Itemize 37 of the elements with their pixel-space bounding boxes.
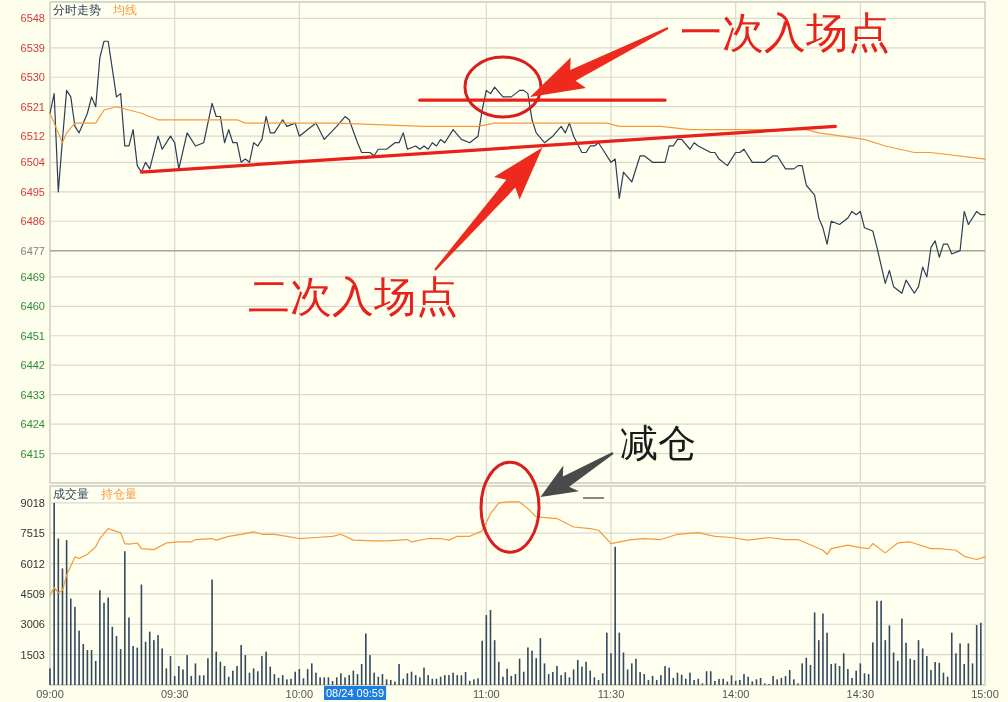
annotation: 减仓 (620, 422, 696, 464)
y-tick-label: 6486 (20, 215, 45, 228)
x-tick-label: 11:30 (597, 688, 625, 700)
y-tick-label: 6504 (20, 156, 45, 169)
y-tick-label: 6495 (20, 185, 45, 198)
y-tick-label: 6442 (20, 359, 45, 372)
x-tick-label: 15:00 (971, 688, 999, 700)
x-tick-label: 09:00 (36, 688, 64, 700)
x-tick-label: 14:30 (846, 688, 875, 700)
y-tick-label: 6477 (20, 244, 45, 257)
y-tick-label: 6460 (20, 300, 45, 313)
y-tick-label: 9018 (20, 496, 45, 509)
y-tick-label: 4509 (20, 587, 45, 600)
x-tick-label: 10:00 (285, 688, 314, 700)
y-tick-label: 6469 (20, 270, 45, 283)
line-series (49, 501, 986, 596)
y-tick-label: 6548 (20, 12, 45, 25)
legend: 成交量 持仓量 (53, 487, 137, 501)
y-tick-label: 6512 (20, 130, 45, 143)
annotation: 一次入场点 (680, 9, 890, 56)
y-tick-label: 1503 (20, 648, 45, 661)
y-tick-label: 7515 (20, 527, 45, 540)
y-tick-label: 6451 (20, 329, 45, 342)
x-tick-label: 14:00 (721, 688, 750, 700)
legend: 分时走势 均线 (53, 3, 137, 17)
y-tick-label: 6521 (20, 100, 45, 113)
x-tick-label: 09:30 (160, 688, 189, 700)
y-tick-label: 6012 (20, 557, 45, 570)
annotation: 二次入场点 (248, 273, 458, 320)
y-tick-label: 3006 (20, 618, 45, 631)
x-tick-label: 11:00 (472, 688, 500, 700)
line-series (49, 106, 986, 160)
y-tick-label: 6415 (20, 447, 45, 460)
y-tick-label: 6539 (20, 41, 45, 54)
y-tick-label: 6424 (20, 418, 45, 431)
y-tick-label: 6530 (20, 71, 45, 84)
y-tick-label: 6433 (20, 388, 45, 401)
